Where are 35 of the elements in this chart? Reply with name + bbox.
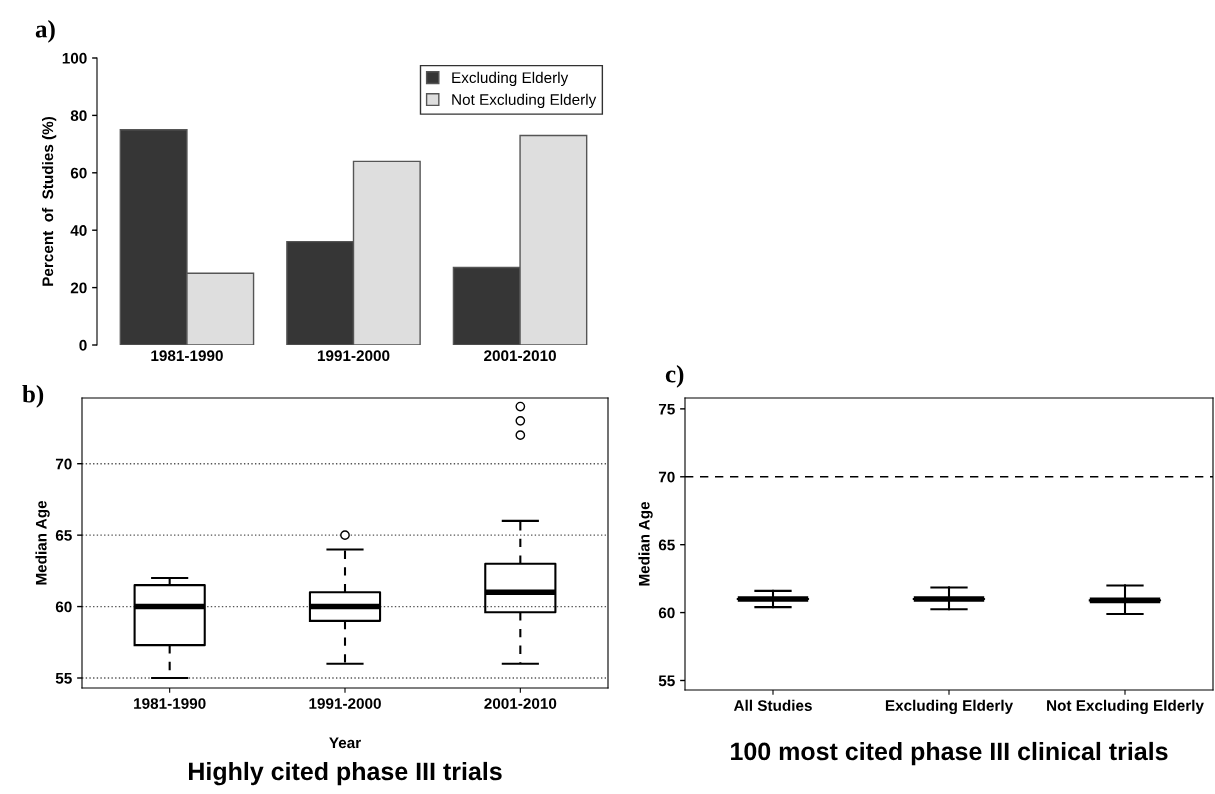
y-axis-title: Median Age [35,500,50,585]
y-tick-label: 70 [55,458,72,470]
x-tick-label: 1981-1990 [134,698,206,709]
y-tick-label: 20 [70,282,87,294]
y-tick-label: 65 [658,539,675,551]
y-tick-label: 55 [55,673,72,684]
y-tick-label: 60 [55,601,72,613]
y-tick-label: 60 [70,167,87,179]
y-tick-label: 55 [658,675,675,687]
y-tick-label: 65 [55,530,72,541]
x-tick-label: 1981-1990 [151,350,223,362]
y-tick-label: 40 [70,225,87,236]
x-tick-label: Not Excluding Elderly [1047,699,1204,715]
x-tick-label: 2001-2010 [484,350,556,362]
y-tick-label: 75 [658,403,675,415]
y-tick-label: 0 [79,339,87,351]
y-tick-label: 60 [658,607,675,619]
chart-title: b) [22,385,44,408]
chart-title: c) [665,365,684,388]
x-tick-label: All Studies [733,699,812,711]
y-axis-title: Percent of Studies (%) [41,116,57,286]
y-axis-title: Median Age [638,501,653,586]
x-tick-label: Excluding Elderly [885,699,1014,715]
x-tick-label: 2001-2010 [484,698,557,709]
legend-label: Excluding Elderly [452,71,569,87]
y-tick-label: 80 [70,110,87,122]
y-tick-label: 70 [658,471,675,483]
x-axis-title: Year [329,737,361,749]
text: 100 most cited phase III clinical trials [731,741,1168,766]
x-tick-label: 1991-2000 [317,350,390,362]
x-tick-label: 1991-2000 [309,698,381,709]
legend-label: Not Excluding Elderly [452,93,597,109]
chart-title: a) [35,20,55,43]
text: Highly cited phase III trials [189,761,502,786]
y-tick-label: 100 [62,52,87,64]
